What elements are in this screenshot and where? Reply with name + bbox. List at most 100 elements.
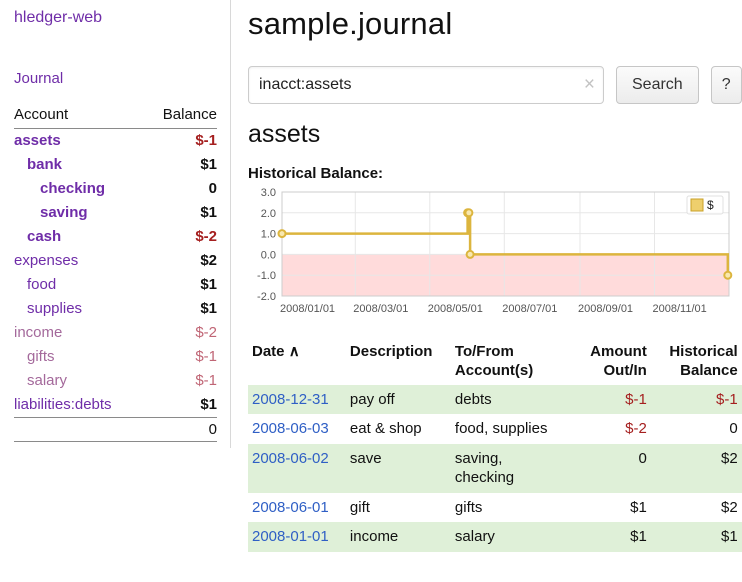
account-link-assets[interactable]: assets	[14, 132, 61, 149]
transaction-accounts: saving, checking	[454, 449, 515, 487]
account-balance: $-2	[195, 228, 217, 245]
sidebar: hledger-web Journal Account Balance asse…	[0, 0, 231, 448]
transaction-description: income	[349, 528, 399, 545]
transaction-date-link[interactable]: 2008-06-02	[252, 449, 329, 467]
account-balance: 0	[208, 180, 217, 197]
transaction-description: eat & shop	[349, 420, 422, 437]
transaction-accounts: gifts	[454, 498, 483, 516]
svg-text:2.0: 2.0	[261, 208, 276, 220]
transaction-accounts: salary	[454, 528, 495, 545]
transaction-date-link[interactable]: 2008-01-01	[252, 528, 329, 545]
register-header-amount: Amount Out/In	[590, 343, 647, 379]
svg-text:0.0: 0.0	[261, 249, 276, 261]
transaction-balance: $2	[721, 449, 738, 467]
accounts-total: 0	[144, 417, 217, 442]
register-table: Date ∧ Description To/From Account(s) Am…	[248, 339, 742, 552]
account-link-supplies[interactable]: supplies	[27, 300, 83, 317]
app-title-link[interactable]: hledger-web	[14, 9, 103, 26]
transaction-amount: $-2	[625, 420, 647, 437]
account-row: saving $1	[14, 201, 217, 225]
account-link-expenses[interactable]: expenses	[14, 252, 79, 269]
main-content: sample.journal × Search ? assets Histori…	[231, 0, 742, 552]
register-row: 2008-06-01 gift gifts $1 $2	[248, 493, 742, 523]
accounts-header-account: Account	[14, 106, 145, 129]
svg-text:1.0: 1.0	[261, 229, 276, 241]
account-link-liabilities-debts[interactable]: liabilities:debts	[14, 396, 112, 413]
legend-swatch-icon	[690, 198, 704, 212]
svg-text:-2.0: -2.0	[257, 291, 276, 303]
chart-legend: $	[686, 195, 724, 215]
account-link-cash[interactable]: cash	[27, 228, 62, 245]
svg-text:2008/11/01: 2008/11/01	[653, 303, 707, 315]
register-header-tofrom: To/From Account(s)	[454, 343, 534, 379]
svg-text:2008/09/01: 2008/09/01	[578, 303, 633, 315]
svg-text:2008/07/01: 2008/07/01	[502, 303, 557, 315]
account-link-income[interactable]: income	[14, 324, 63, 341]
account-row: income $-2	[14, 321, 217, 345]
account-link-saving[interactable]: saving	[40, 204, 88, 221]
transaction-amount: $1	[630, 498, 647, 516]
transaction-balance: $2	[721, 498, 738, 516]
account-link-gifts[interactable]: gifts	[27, 348, 55, 365]
transaction-date-link[interactable]: 2008-06-03	[252, 420, 329, 437]
svg-text:2008/01/01: 2008/01/01	[280, 303, 335, 315]
journal-link[interactable]: Journal	[14, 70, 64, 87]
accounts-header-balance: Balance	[144, 106, 217, 129]
transaction-balance: $1	[721, 528, 738, 545]
accounts-table: Account Balance assets $-1 bank $1 check…	[14, 106, 217, 442]
account-balance: $-2	[195, 324, 217, 341]
svg-text:$: $	[707, 198, 714, 212]
transaction-accounts: food, supplies	[454, 420, 548, 437]
register-header-date-label: Date	[252, 343, 285, 360]
account-heading: assets	[248, 120, 321, 148]
clear-search-icon[interactable]: ×	[583, 74, 595, 96]
transaction-amount: 0	[638, 449, 647, 467]
svg-text:2008/05/01: 2008/05/01	[428, 303, 483, 315]
account-row: gifts $-1	[14, 345, 217, 369]
account-row: liabilities:debts $1	[14, 393, 217, 418]
account-row: bank $1	[14, 153, 217, 177]
svg-text:-1.0: -1.0	[257, 270, 276, 282]
account-balance: $-1	[195, 348, 217, 365]
search-input[interactable]	[248, 66, 604, 104]
account-link-checking[interactable]: checking	[40, 180, 106, 197]
register-row: 2008-01-01 income salary $1 $1	[248, 522, 742, 552]
register-header-balance: Historical Balance	[669, 343, 738, 379]
account-row: expenses $2	[14, 249, 217, 273]
account-balance: $-1	[195, 132, 217, 149]
account-link-bank[interactable]: bank	[27, 156, 63, 173]
page-title: sample.journal	[248, 6, 453, 41]
transaction-description: gift	[349, 498, 370, 516]
account-row: salary $-1	[14, 369, 217, 393]
transaction-date-link[interactable]: 2008-06-01	[252, 498, 329, 516]
search-button[interactable]: Search	[616, 66, 699, 104]
search-form: × Search ?	[248, 66, 742, 104]
account-row: food $1	[14, 273, 217, 297]
account-row: supplies $1	[14, 297, 217, 321]
accounts-total-row: 0	[14, 417, 217, 442]
account-balance: $1	[200, 300, 217, 317]
register-row: 2008-12-31 pay off debts $-1 $-1	[248, 384, 742, 414]
account-balance: $1	[200, 156, 217, 173]
account-balance: $1	[200, 396, 217, 413]
account-link-food[interactable]: food	[27, 276, 57, 293]
transaction-accounts: debts	[454, 390, 492, 408]
svg-text:2008/03/01: 2008/03/01	[353, 303, 408, 315]
sort-asc-icon: ∧	[288, 343, 300, 360]
transaction-amount: $-1	[625, 390, 647, 408]
transaction-date-link[interactable]: 2008-12-31	[252, 390, 329, 408]
register-header-date[interactable]: Date ∧	[248, 339, 346, 385]
help-button[interactable]: ?	[710, 66, 742, 104]
account-link-salary[interactable]: salary	[27, 372, 68, 389]
account-balance: $1	[200, 276, 217, 293]
transaction-balance: $-1	[716, 390, 738, 408]
register-row: 2008-06-03 eat & shop food, supplies $-2…	[248, 414, 742, 444]
transaction-balance: 0	[729, 420, 738, 437]
account-row: assets $-1	[14, 129, 217, 154]
account-row: cash $-2	[14, 225, 217, 249]
account-balance: $1	[200, 204, 217, 221]
transaction-amount: $1	[630, 528, 647, 545]
transaction-description: pay off	[349, 390, 395, 408]
chart-heading: Historical Balance:	[248, 165, 384, 182]
transaction-description: save	[349, 449, 382, 467]
